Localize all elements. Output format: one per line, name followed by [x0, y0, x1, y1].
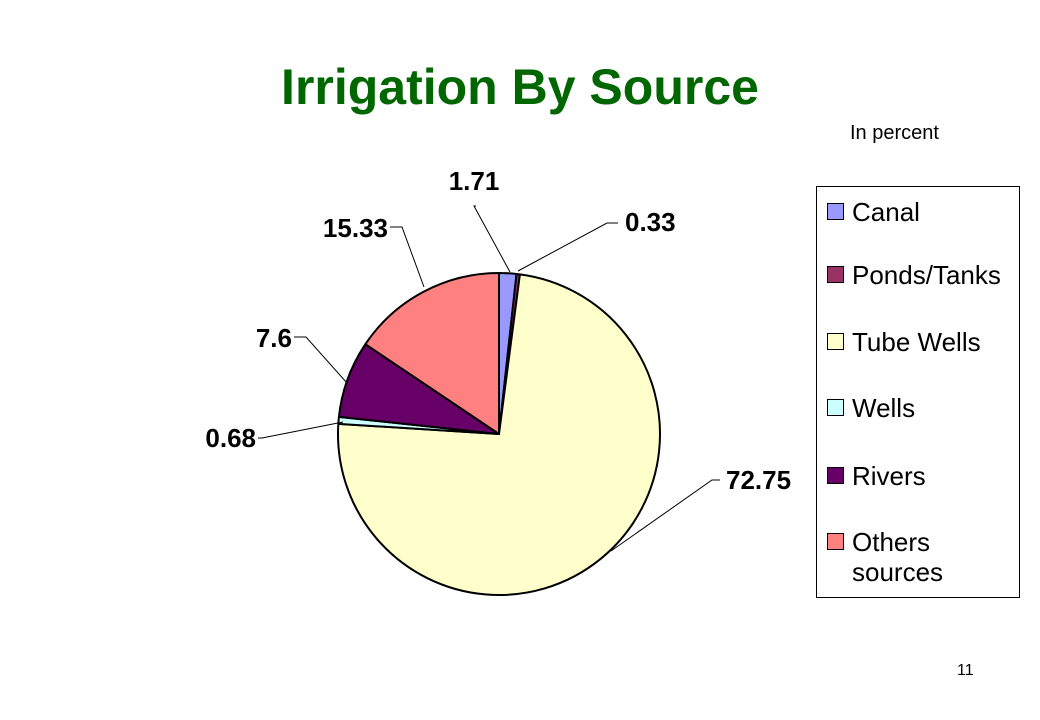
data-labels: 1.71 0.33 72.75 0.68 7.6 15.33	[205, 166, 791, 495]
legend: Canal Ponds/Tanks Tube Wells Wells River…	[816, 186, 1020, 598]
legend-item-rivers: Rivers	[827, 461, 926, 491]
data-label: 0.33	[625, 207, 676, 237]
data-label: 72.75	[726, 465, 791, 495]
legend-label: Canal	[852, 197, 920, 227]
data-label: 15.33	[323, 213, 388, 243]
legend-swatch	[827, 332, 844, 350]
legend-swatch	[827, 532, 844, 550]
leader-line	[517, 222, 618, 272]
legend-item-ponds-tanks: Ponds/Tanks	[827, 260, 1001, 290]
legend-label: Tube Wells	[852, 327, 981, 357]
leader-lines	[258, 205, 720, 552]
legend-swatch	[827, 202, 844, 220]
pie-slices	[336, 272, 661, 596]
legend-swatch	[827, 265, 844, 283]
leader-line	[258, 421, 344, 439]
legend-item-canal: Canal	[827, 197, 920, 227]
legend-item-tube-wells: Tube Wells	[827, 327, 981, 357]
pie-slice-others-sources	[364, 272, 500, 435]
leader-line	[610, 479, 720, 552]
legend-label: Wells	[852, 393, 916, 423]
legend-item-wells: Wells	[827, 393, 915, 423]
pie-chart: 1.71 0.33 72.75 0.68 7.6 15.33	[205, 166, 791, 596]
leader-line	[294, 336, 348, 384]
data-label: 7.6	[256, 323, 292, 353]
legend-label: Ponds/Tanks	[852, 260, 1001, 290]
leader-line	[473, 205, 511, 273]
legend-swatch	[827, 466, 844, 484]
leader-line	[390, 226, 425, 288]
legend-label: Others sources	[852, 527, 944, 587]
chart-subtitle: In percent	[850, 122, 939, 144]
legend-swatch	[827, 398, 844, 416]
page-number: 11	[957, 662, 974, 679]
data-label: 1.71	[449, 166, 500, 196]
data-label: 0.68	[205, 423, 256, 453]
chart-title: Irrigation By Source	[281, 59, 759, 115]
legend-label: Rivers	[852, 461, 926, 491]
legend-item-others-sources: Others sources	[827, 527, 943, 587]
